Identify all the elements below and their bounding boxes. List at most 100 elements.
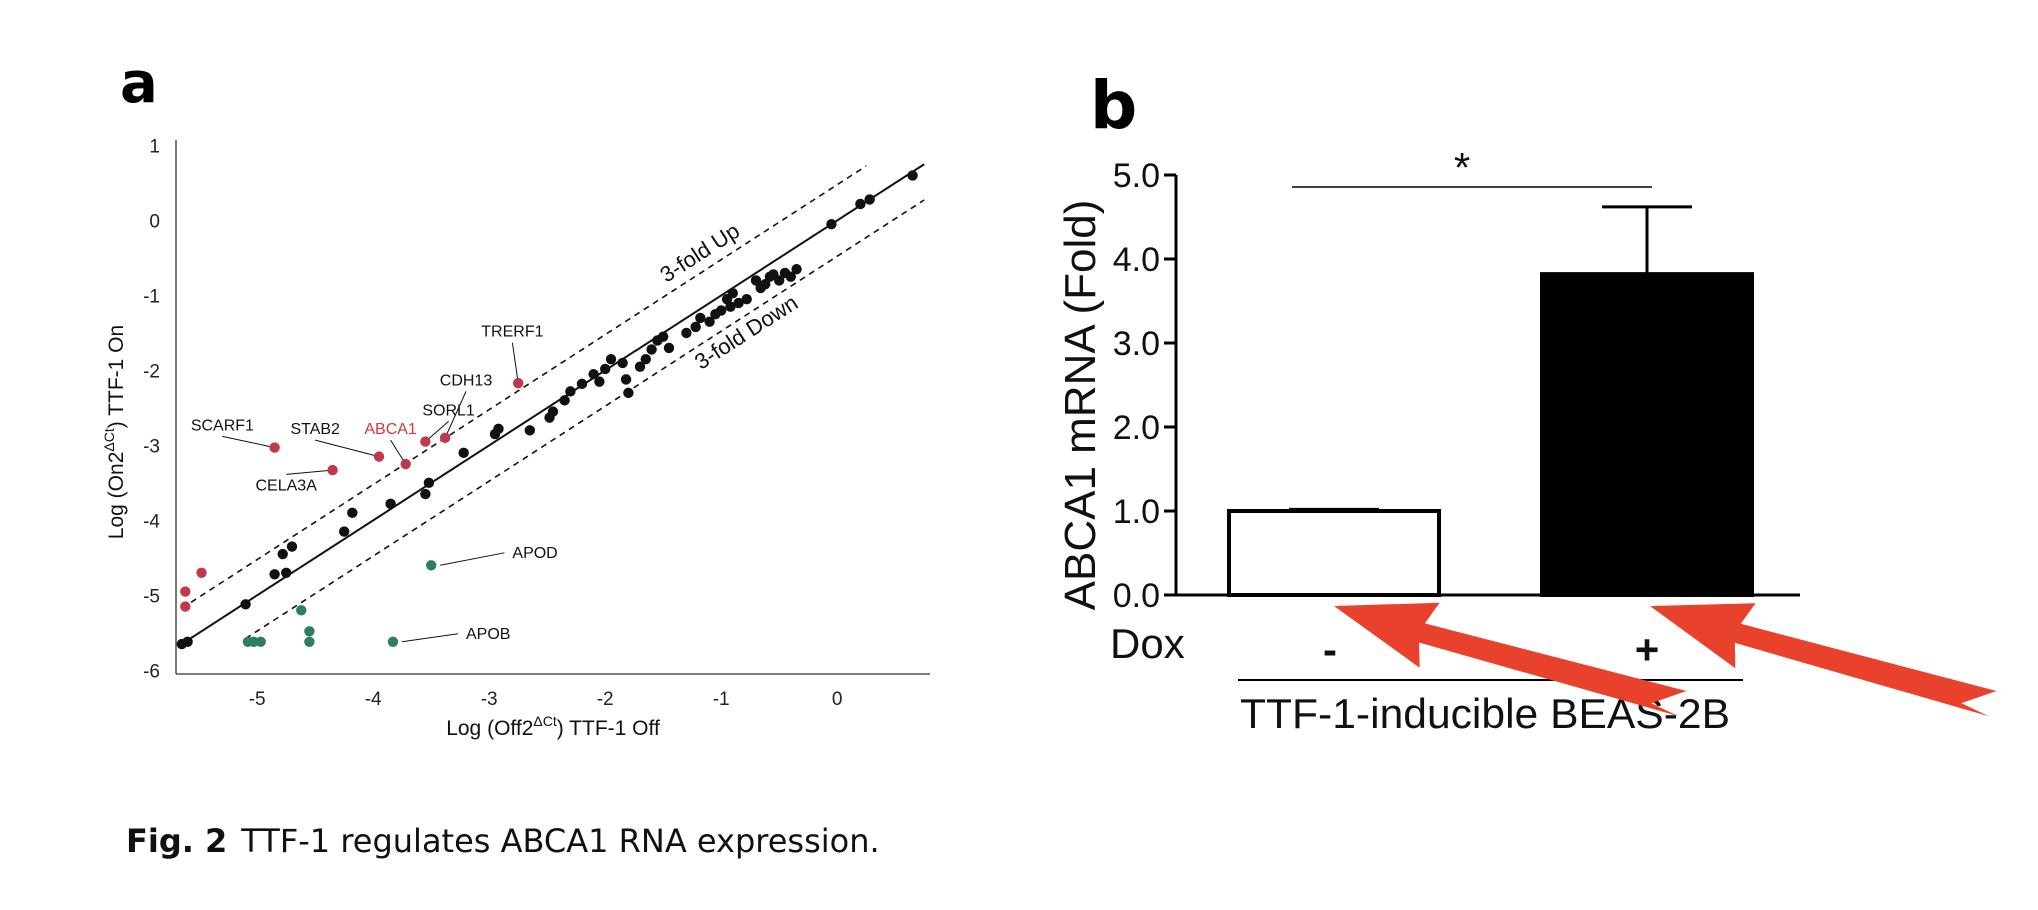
bar-dox-minus: [1227, 509, 1441, 597]
gene-label: ABCA1: [364, 421, 417, 438]
point-down: [387, 636, 399, 647]
caption-text: TTF-1 regulates ABCA1 RNA expression.: [241, 822, 880, 860]
gene-label: SCARF1: [191, 417, 254, 434]
y-tick-label-b: 5.0: [1113, 157, 1160, 195]
point-unchanged: [385, 498, 396, 510]
y-tick-label-a: -5: [143, 586, 160, 607]
point-unchanged: [750, 275, 762, 286]
point-up: [373, 451, 385, 462]
gene-label: CELA3A: [256, 477, 318, 494]
y-ticks-b: 0.0 1.0 2.0 3.0 4.0 5.0: [1113, 157, 1176, 615]
y-ticks-a: 1 0 -1 -2 -3 -4 -5 -6: [143, 136, 160, 682]
identity-line: [177, 163, 925, 648]
data-points: [176, 170, 918, 650]
point-unchanged: [420, 488, 431, 500]
y-axis-title-b: ABCA1 mRNA (Fold): [1056, 200, 1105, 611]
category-labels: - +: [1323, 626, 1659, 673]
y-tick-label-a: -3: [143, 436, 160, 457]
dox-row-label: Dox: [1110, 620, 1185, 667]
red-arrow: [1334, 602, 1687, 717]
point-unchanged: [565, 386, 576, 397]
panel-a-axes: -5 -4 -3 -2 -1 0 1 0 -1 -2 -3 -4 -5 -6: [143, 136, 930, 710]
point-unchanged: [620, 374, 632, 385]
point-unchanged: [423, 477, 435, 489]
panel-b-letter: b: [1090, 67, 1137, 144]
point-unchanged: [623, 387, 634, 399]
y-tick-label-a: -1: [143, 286, 160, 307]
point-unchanged: [524, 425, 535, 436]
category-label: +: [1635, 626, 1660, 673]
y-tick-label-b: 1.0: [1113, 493, 1160, 531]
point-unchanged: [600, 363, 611, 375]
point-up: [180, 601, 191, 612]
point-unchanged: [864, 194, 875, 205]
point-unchanged: [855, 198, 866, 210]
red-arrow: [1650, 603, 1997, 717]
point-unchanged: [646, 344, 657, 355]
y-axis-title-a: Log (On2ΔCt) TTF-1 On: [101, 325, 128, 539]
significance-star: *: [1454, 144, 1470, 191]
point-up: [513, 377, 524, 389]
x-tick-label-a: -5: [249, 689, 266, 710]
annotation-leader: [286, 469, 333, 475]
point-unchanged: [727, 287, 738, 299]
gene-label: STAB2: [290, 421, 340, 438]
gene-label: APOD: [512, 545, 557, 562]
point-down: [304, 626, 315, 637]
gene-label: CDH13: [440, 372, 493, 389]
y-tick-label-a: -6: [143, 661, 160, 682]
point-unchanged: [281, 567, 292, 578]
point-unchanged: [907, 170, 918, 181]
point-up: [269, 442, 280, 453]
point-unchanged: [339, 526, 350, 537]
x-ticks-a: -5 -4 -3 -2 -1 0: [249, 689, 843, 710]
point-unchanged: [826, 219, 837, 230]
point-unchanged: [576, 378, 588, 390]
x-axis-title-a: Log (Off2ΔCt) TTF-1 Off: [446, 713, 660, 740]
y-tick-label-a: -2: [143, 361, 160, 382]
point-unchanged: [774, 275, 785, 286]
point-unchanged: [704, 316, 715, 327]
category-label: -: [1323, 626, 1337, 673]
annotation-leader: [315, 439, 380, 458]
point-unchanged: [458, 447, 469, 459]
panel-b: b 0.0 1.0 2.0 3.0 4.0 5.0 ABCA1 mRNA (Fold) *…: [1056, 67, 1997, 737]
bars: [1227, 205, 1754, 597]
gene-label: SORL1: [422, 402, 475, 419]
y-tick-label-a: 1: [149, 136, 160, 157]
point-unchanged: [760, 278, 771, 290]
point-unchanged: [716, 305, 727, 316]
point-unchanged: [658, 331, 669, 342]
point-unchanged: [347, 507, 358, 519]
point-unchanged: [695, 312, 706, 324]
point-unchanged: [588, 368, 599, 380]
point-unchanged: [690, 321, 701, 333]
point-unchanged: [617, 357, 628, 369]
point-up: [420, 436, 431, 447]
y-tick-label-b: 2.0: [1113, 409, 1160, 447]
point-unchanged: [640, 353, 651, 365]
point-unchanged: [681, 327, 692, 339]
y-tick-label-b: 4.0: [1113, 241, 1160, 279]
annotation-leader: [511, 342, 519, 384]
fold-up-line: [181, 165, 867, 609]
bar-dox-plus: [1540, 272, 1754, 597]
point-unchanged: [791, 263, 802, 275]
x-tick-label-a: 0: [832, 689, 843, 710]
reference-lines: [177, 163, 925, 648]
red-arrows: [1334, 602, 1997, 717]
point-unchanged: [733, 297, 744, 309]
significance-bracket: *: [1292, 144, 1652, 191]
gene-label: APOB: [466, 626, 510, 643]
point-unchanged: [634, 361, 646, 372]
point-unchanged: [785, 271, 796, 282]
point-down: [304, 636, 315, 647]
y-tick-label-b: 0.0: [1113, 577, 1160, 615]
figure-caption: Fig. 2 TTF-1 regulates ABCA1 RNA expressi…: [126, 822, 880, 860]
x-tick-label-a: -2: [597, 689, 614, 710]
annotation-leader: [222, 435, 275, 449]
point-up: [439, 432, 451, 444]
point-unchanged: [269, 569, 280, 580]
panel-a-letter: a: [120, 51, 158, 116]
